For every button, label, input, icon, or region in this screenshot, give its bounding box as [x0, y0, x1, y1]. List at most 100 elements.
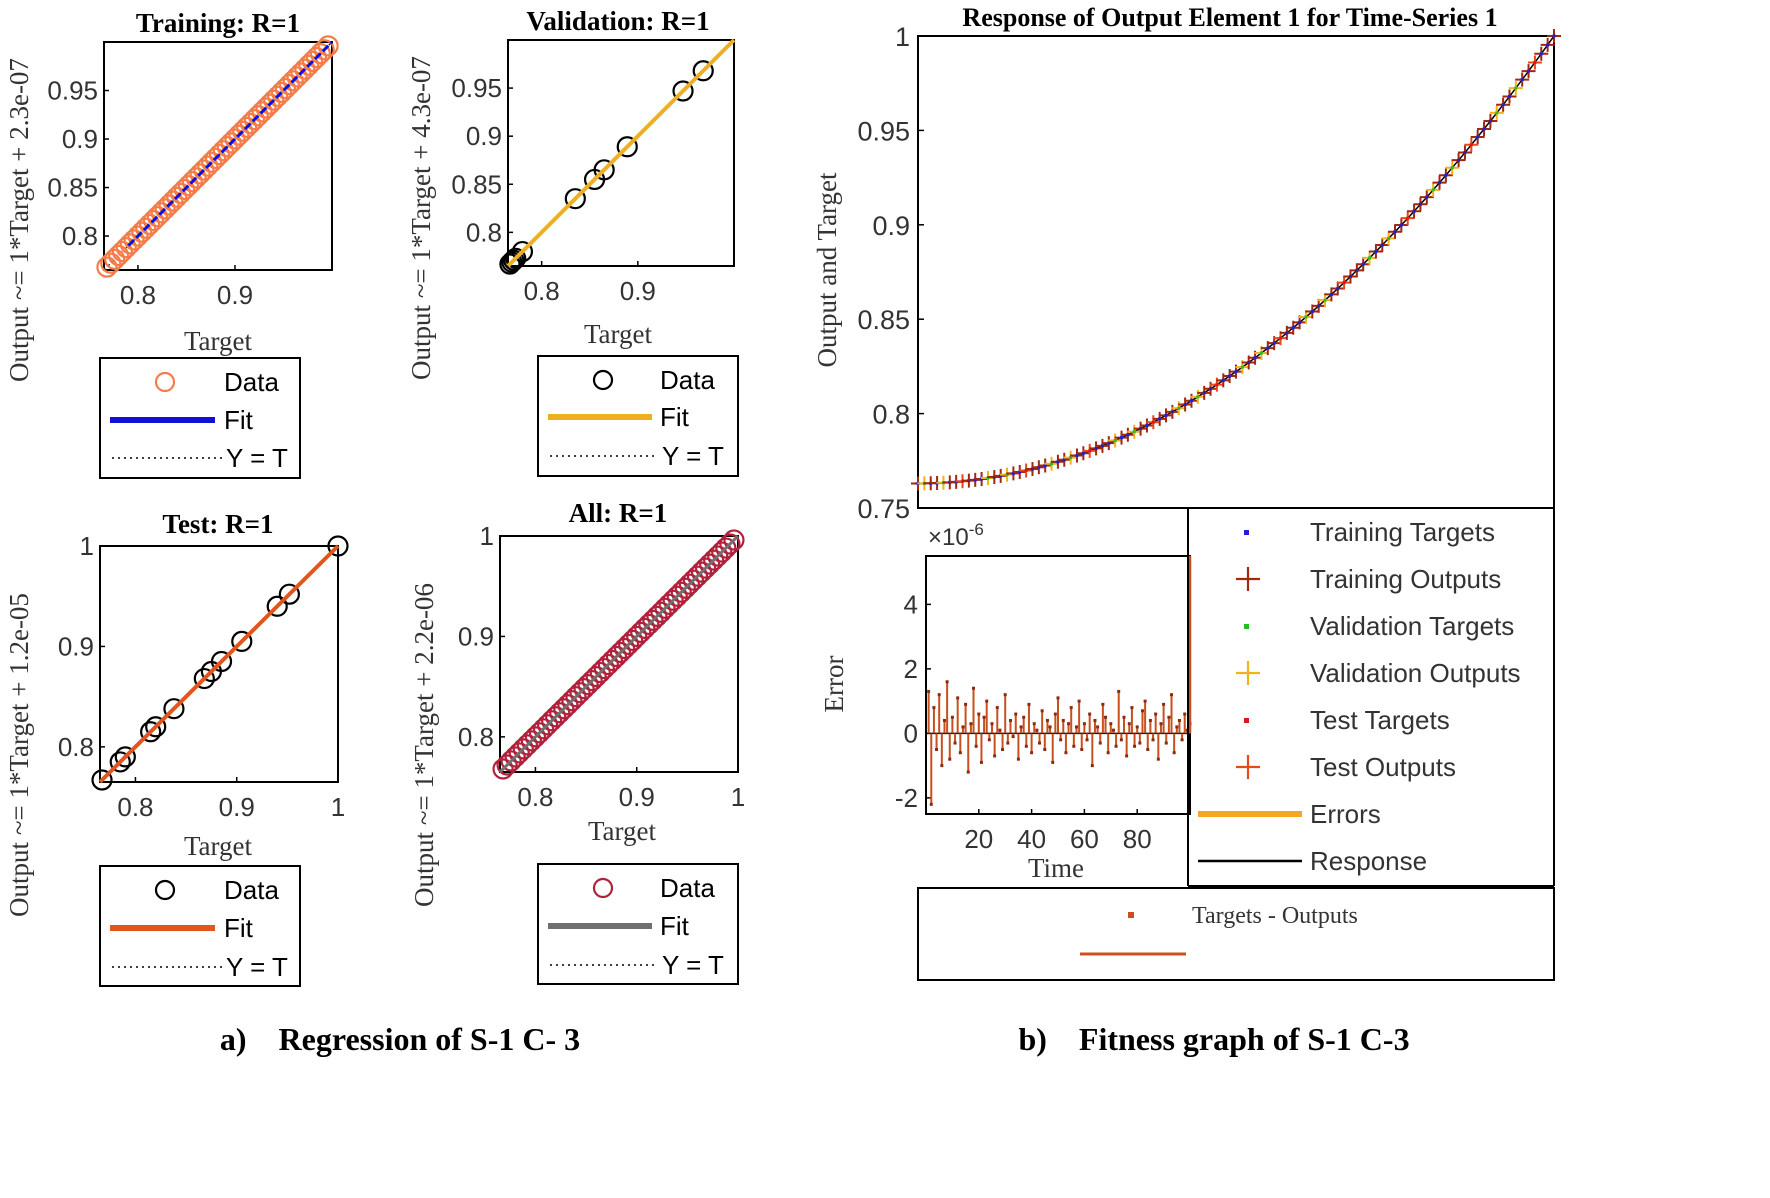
error-point — [1122, 715, 1126, 719]
training-data-point — [212, 140, 234, 162]
response-target-marker — [1132, 430, 1136, 434]
response-target-marker — [1298, 320, 1302, 324]
error-point — [977, 712, 981, 716]
error-point — [1038, 741, 1042, 745]
response-target-marker — [1221, 378, 1225, 382]
all-data-point — [622, 629, 644, 652]
test-ytick-label: 0.8 — [58, 732, 94, 762]
error-point — [1125, 754, 1129, 758]
legend-marker-test-targets — [1244, 718, 1249, 723]
response-target-marker — [1043, 464, 1047, 468]
error-point — [1048, 725, 1052, 729]
legend-marker-training-targets — [1244, 530, 1249, 535]
test-data-point — [278, 583, 300, 605]
all-ytick-label: 0.9 — [458, 621, 494, 651]
validation-ytick-label: 0.8 — [466, 217, 502, 247]
response-target-marker — [1514, 86, 1518, 90]
error-xtick-label: 40 — [1017, 824, 1046, 854]
test-data-point — [91, 769, 113, 791]
response-target-marker — [1342, 281, 1346, 285]
test-xtick-label: 0.8 — [117, 792, 153, 822]
training-data-point — [251, 101, 273, 123]
error-xlabel: Time — [1028, 853, 1084, 883]
error-point — [1156, 757, 1160, 761]
response-target-marker — [1272, 341, 1276, 345]
test-xtick-label: 0.9 — [219, 792, 255, 822]
training-data-point — [232, 120, 254, 142]
error-point — [1077, 699, 1081, 703]
all-data-point — [699, 553, 721, 575]
error-point — [1135, 725, 1139, 729]
training-data-point — [255, 97, 277, 119]
error-point — [1061, 718, 1065, 722]
response-target-marker — [1520, 78, 1524, 82]
test-ylabel: Output ~= 1*Target + 1.2e-05 — [4, 593, 34, 917]
validation-legend-yt-label: Y = T — [662, 441, 724, 471]
error-point — [1106, 751, 1110, 755]
all-xtick-label: 0.9 — [619, 782, 655, 812]
response-target-marker — [999, 474, 1003, 478]
all-data-point — [723, 529, 745, 551]
response-legend-items: Training Targets Training Outputs Validati… — [1198, 517, 1521, 876]
training-data-point — [290, 62, 312, 84]
error-legend-box — [917, 887, 1555, 981]
response-target-marker — [1412, 209, 1416, 213]
training-xtick-label: 0.9 — [217, 280, 253, 310]
response-target-marker — [1450, 166, 1454, 170]
response-target-marker — [1177, 406, 1181, 410]
test-axes-box — [99, 545, 339, 783]
training-data-point — [127, 225, 149, 247]
response-target-marker — [1094, 446, 1098, 450]
error-point — [1035, 728, 1039, 732]
response-target-marker — [1139, 427, 1143, 431]
validation-legend: Data Fit Y = T — [537, 355, 739, 477]
response-target-marker — [1228, 374, 1232, 378]
response-ytick-label: 0.85 — [857, 305, 910, 335]
error-point — [932, 706, 936, 710]
legend-label-training-targets: Training Targets — [1310, 517, 1495, 547]
all-data-point — [500, 750, 522, 772]
validation-title: Validation: R=1 — [526, 6, 709, 36]
error-point — [1011, 735, 1015, 739]
validation-xlabel: Target — [584, 319, 653, 349]
all-legend-fit-label: Fit — [660, 911, 690, 941]
response-target-marker — [1253, 356, 1257, 360]
training-data-point — [104, 248, 126, 270]
error-point — [982, 715, 986, 719]
test-data-point — [193, 667, 215, 690]
all-data-point — [674, 577, 696, 599]
all-legend: Data Fit Y = T — [537, 863, 739, 985]
all-data-point — [585, 665, 607, 688]
legend-marker-validation-outputs — [1236, 661, 1260, 685]
all-data-point — [613, 637, 636, 660]
training-xlabel: Target — [184, 326, 253, 356]
error-point — [1003, 693, 1007, 697]
training-axes-box — [103, 41, 333, 271]
validation-marks: 0.8 0.9 0.8 0.85 0.9 0.95 — [451, 38, 736, 306]
response-target-marker — [1418, 202, 1422, 206]
training-regression-plot: Training: R=1 0.8 0.9 0.8 0.85 0.9 0.95 Targe… — [4, 8, 339, 479]
test-marks: 0.8 0.9 1 0.8 0.9 1 — [58, 531, 349, 822]
validation-data-point — [511, 240, 534, 263]
error-point — [1085, 738, 1089, 742]
error-point — [1008, 718, 1012, 722]
validation-data-point — [505, 247, 527, 269]
response-target-marker — [1050, 462, 1054, 466]
error-point — [993, 754, 997, 758]
response-target-marker — [1501, 103, 1505, 107]
response-marks: 0.75 0.8 0.85 0.9 0.95 1 — [857, 22, 1561, 524]
test-data-point — [145, 716, 167, 738]
training-ylabel: Output ~= 1*Target + 2.3e-07 — [4, 58, 34, 382]
response-line — [917, 35, 1555, 485]
error-point — [979, 760, 983, 764]
error-point — [1164, 741, 1168, 745]
training-data-point — [158, 194, 180, 216]
error-point — [1032, 722, 1036, 726]
all-data-point — [561, 690, 583, 712]
all-data-point — [557, 694, 579, 716]
error-point — [990, 722, 994, 726]
all-ylabel: Output ~= 1*Target + 2.2e-06 — [409, 583, 439, 907]
error-point — [1082, 722, 1086, 726]
all-data-point — [678, 573, 700, 595]
all-data-point — [666, 585, 688, 607]
